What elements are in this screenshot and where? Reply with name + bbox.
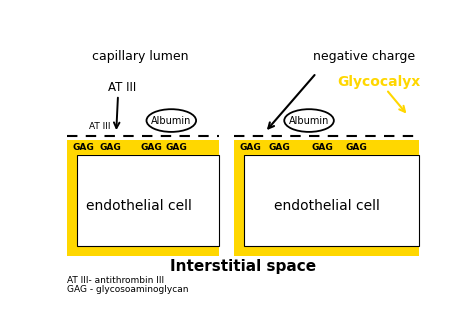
Text: AT III- antithrombin III: AT III- antithrombin III [66,276,164,285]
Text: Albumin: Albumin [151,116,191,126]
Text: AT III: AT III [89,122,110,131]
Text: endothelial cell: endothelial cell [86,199,192,213]
Text: Albumin: Albumin [289,116,329,126]
Text: GAG: GAG [166,143,188,152]
Text: endothelial cell: endothelial cell [273,199,379,213]
Text: capillary lumen: capillary lumen [92,50,188,63]
Text: GAG: GAG [239,143,261,152]
Bar [244,155,419,246]
Ellipse shape [146,109,196,132]
Text: Interstitial space: Interstitial space [170,259,316,274]
Text: GAG: GAG [269,143,291,152]
Text: GAG - glycosoaminoglycan: GAG - glycosoaminoglycan [66,285,188,294]
Text: negative charge: negative charge [313,50,415,63]
Text: Glycocalyx: Glycocalyx [337,75,420,89]
Text: GAG: GAG [140,143,162,152]
Text: AT III: AT III [108,81,136,94]
Ellipse shape [284,109,334,132]
Text: GAG: GAG [346,143,368,152]
Text: GAG: GAG [311,143,333,152]
Text: GAG: GAG [72,143,94,152]
Bar [77,155,219,246]
Bar [234,140,419,256]
Bar [66,140,219,155]
Bar [234,140,419,155]
Bar [66,140,219,256]
Text: GAG: GAG [100,143,121,152]
